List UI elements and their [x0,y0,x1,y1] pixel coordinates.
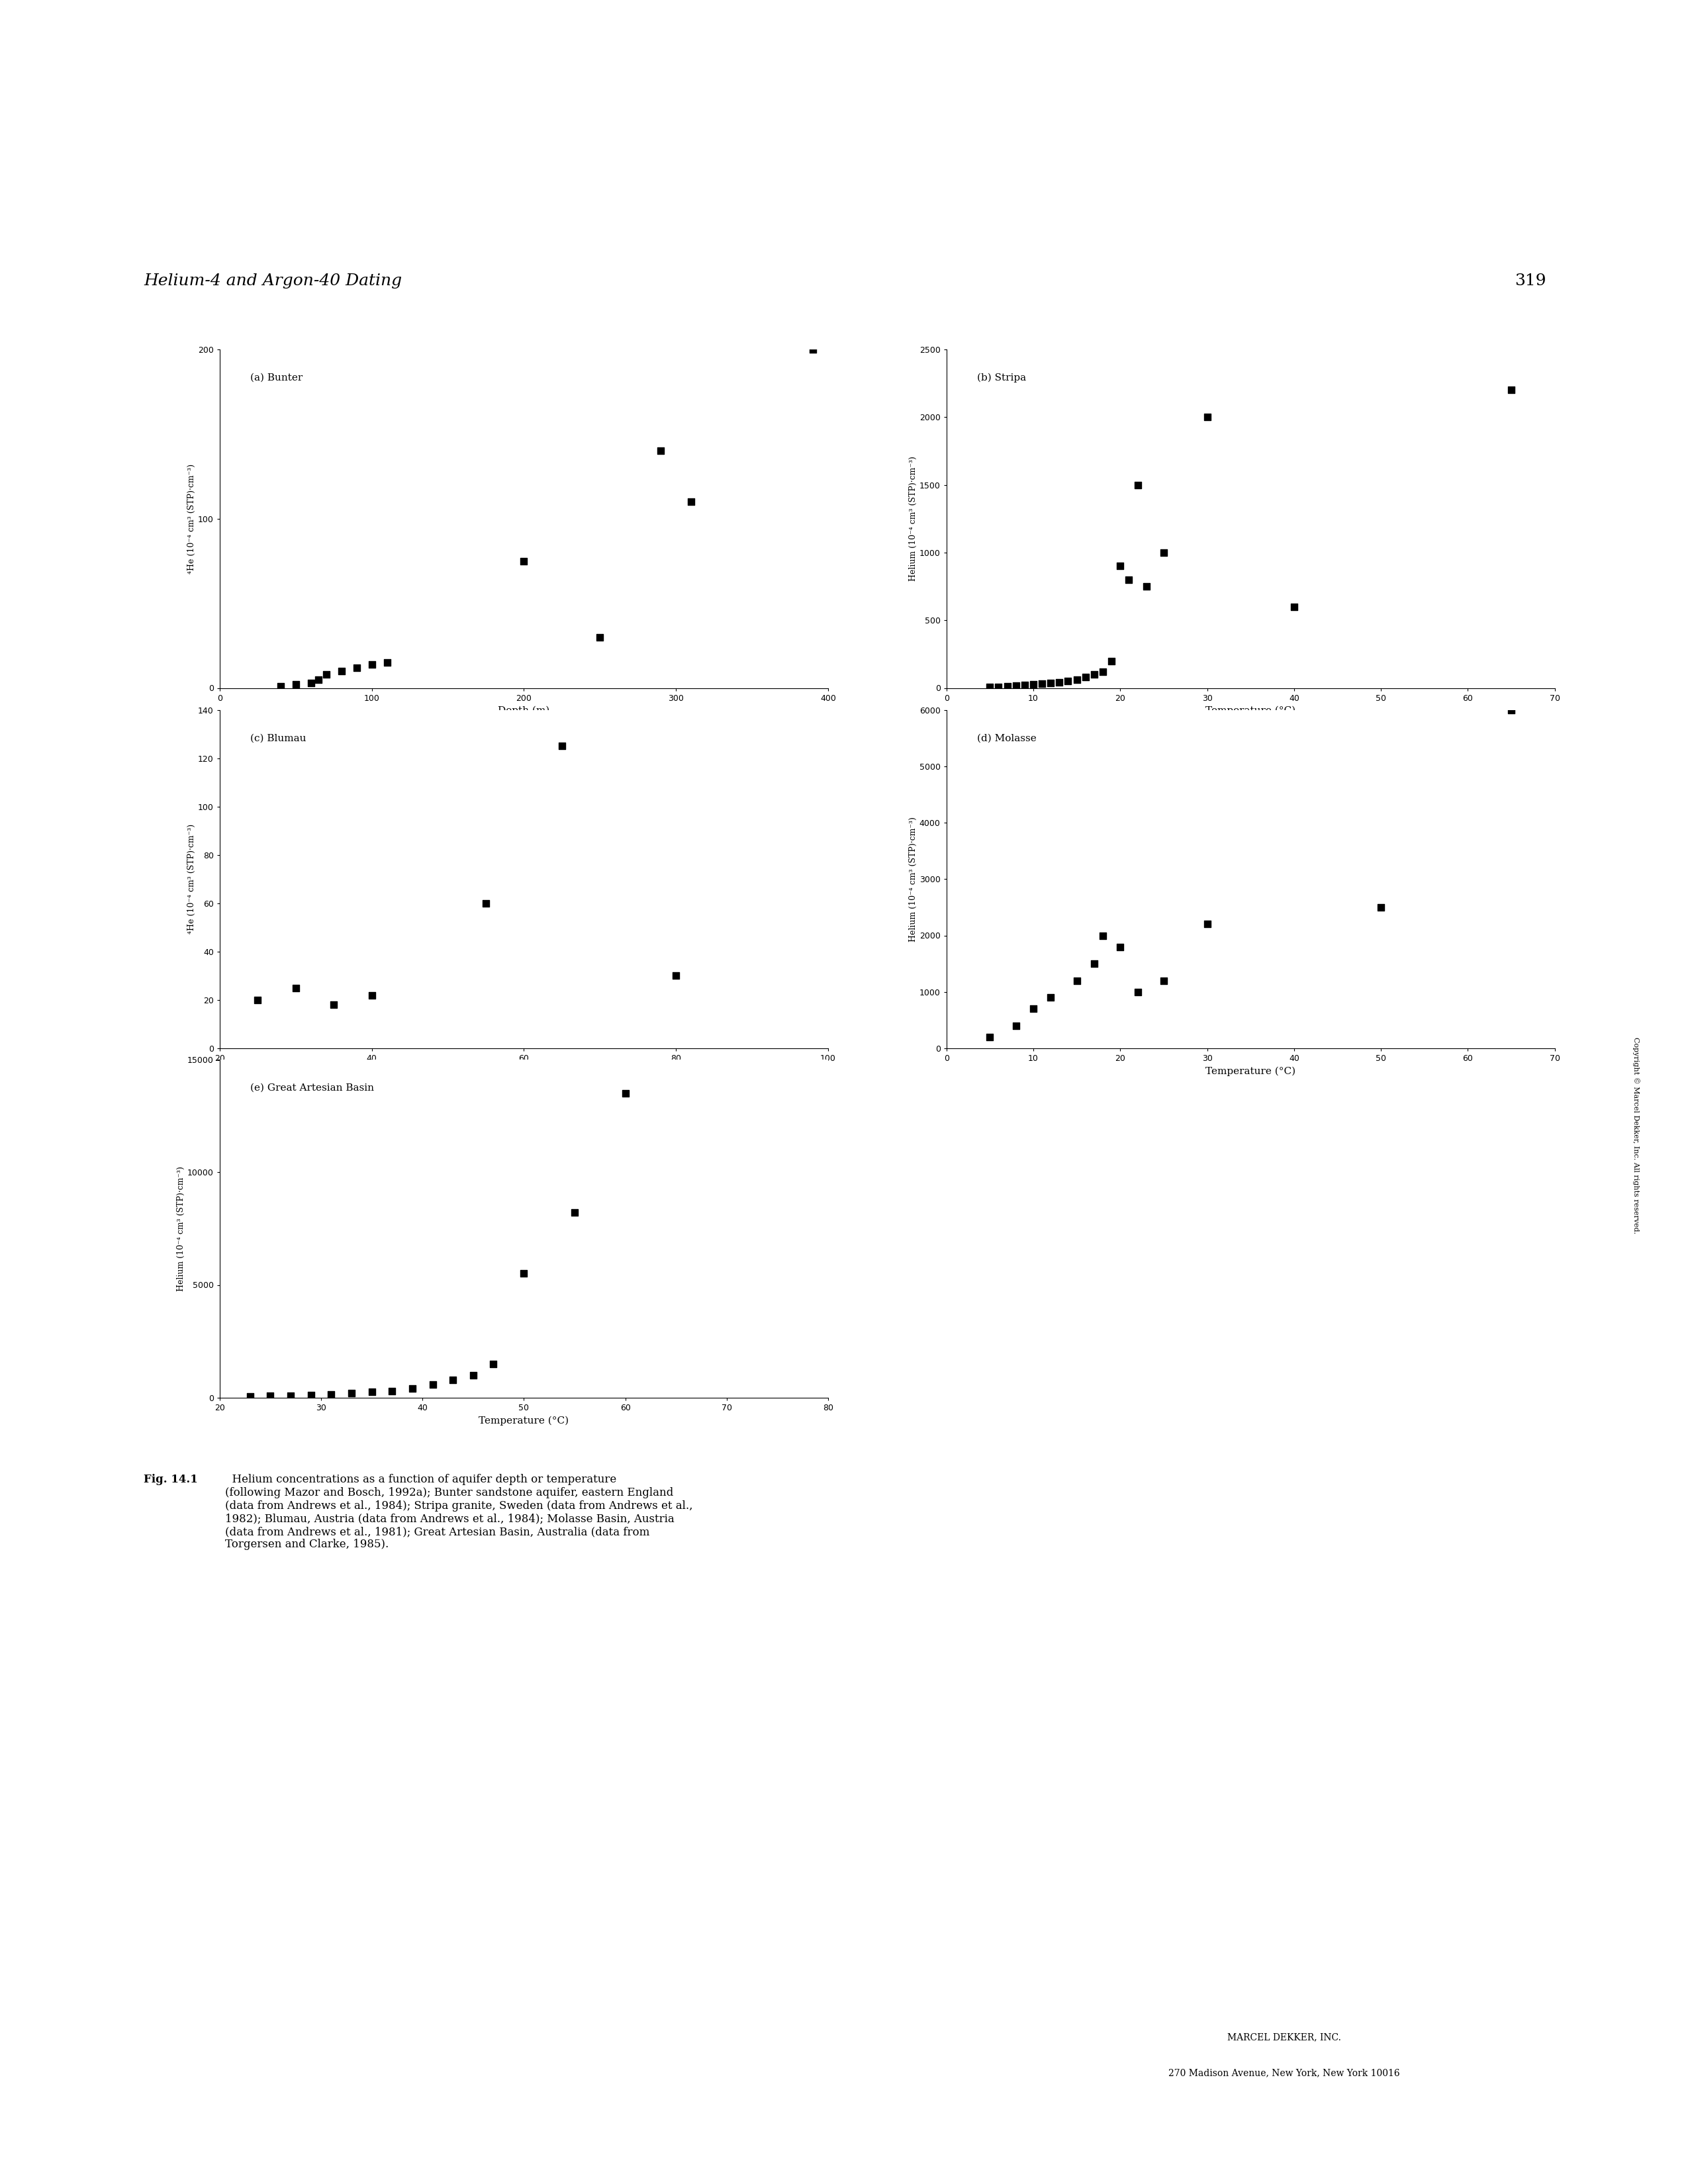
Point [1281,590,1308,625]
Point [985,670,1012,705]
Point [257,1378,284,1413]
Point [1107,548,1134,583]
Point [379,1374,406,1409]
Point [1055,664,1082,699]
Point [1132,568,1159,603]
Point [586,620,613,655]
Point [282,970,309,1005]
Point [1497,373,1524,408]
Text: (c) Blumau: (c) Blumau [250,734,306,743]
Point [460,1358,487,1393]
Point [1071,660,1098,695]
Text: (e) Great Artesian Basin: (e) Great Artesian Basin [250,1083,373,1092]
Point [1367,889,1394,924]
Point [277,1378,304,1413]
Point [297,666,324,701]
Point [243,983,270,1018]
Text: Fig. 14.1: Fig. 14.1 [144,1474,198,1485]
Point [439,1363,466,1398]
Text: (d) Molasse: (d) Molasse [977,734,1036,743]
Point [318,1376,345,1411]
Text: 319: 319 [1514,273,1546,288]
Point [282,666,309,701]
Point [237,1378,264,1413]
Point [799,332,826,367]
Point [678,485,705,520]
Y-axis label: Helium (10⁻⁴ cm³ (STP)·cm⁻³): Helium (10⁻⁴ cm³ (STP)·cm⁻³) [177,1166,186,1291]
X-axis label: Temperature (°C): Temperature (°C) [478,1415,570,1426]
Point [612,1077,639,1109]
Point [1193,400,1220,435]
Y-axis label: Helium (10⁻⁴ cm³ (STP)·cm⁻³): Helium (10⁻⁴ cm³ (STP)·cm⁻³) [909,456,918,581]
Point [358,978,385,1013]
Text: (b) Stripa: (b) Stripa [977,373,1026,382]
X-axis label: Depth (m): Depth (m) [499,705,549,716]
Point [358,1374,385,1409]
Point [338,1376,365,1411]
Point [373,644,401,679]
Point [313,657,340,692]
Point [1019,992,1046,1026]
Point [419,1367,446,1402]
Text: (a) Bunter: (a) Bunter [250,373,303,382]
Text: Helium-4 and Argon-40 Dating: Helium-4 and Argon-40 Dating [144,273,402,288]
Point [1029,666,1056,701]
Point [1002,1009,1029,1044]
Point [473,887,500,922]
Point [297,1378,324,1413]
Point [358,646,385,681]
Point [1080,657,1107,692]
Point [1497,692,1524,727]
Point [321,987,348,1022]
Point [399,1372,426,1406]
Point [977,1020,1004,1055]
Y-axis label: Helium (10⁻⁴ cm³ (STP)·cm⁻³): Helium (10⁻⁴ cm³ (STP)·cm⁻³) [909,817,918,941]
Point [510,1256,537,1291]
X-axis label: Temperature (°C): Temperature (°C) [1205,705,1296,716]
X-axis label: Temperature (°C): Temperature (°C) [1205,1066,1296,1077]
Point [1019,666,1046,701]
Point [304,662,331,697]
Point [647,432,674,467]
Point [480,1345,507,1382]
Point [549,729,576,764]
Text: Copyright © Marcel Dekker, Inc. All rights reserved.: Copyright © Marcel Dekker, Inc. All righ… [1633,1037,1639,1234]
Point [267,668,294,703]
Point [1098,644,1126,679]
Point [343,651,370,686]
Y-axis label: ⁴He (10⁻⁴ cm³ (STP)·cm⁻³): ⁴He (10⁻⁴ cm³ (STP)·cm⁻³) [188,463,196,574]
Y-axis label: ⁴He (10⁻⁴ cm³ (STP)·cm⁻³): ⁴He (10⁻⁴ cm³ (STP)·cm⁻³) [188,823,196,935]
Point [1090,917,1117,952]
Point [1080,946,1107,981]
Point [1124,974,1151,1009]
Point [1002,668,1029,703]
Point [1063,662,1090,697]
Point [328,653,355,688]
Text: MARCEL DEKKER, INC.: MARCEL DEKKER, INC. [1227,2033,1342,2042]
Point [977,670,1004,705]
Point [1063,963,1090,998]
Point [1115,561,1142,596]
Point [662,959,690,994]
Point [1193,906,1220,941]
Point [1038,666,1065,701]
Point [1090,655,1117,690]
Point [561,1195,588,1230]
Point [1107,930,1134,965]
Point [1046,666,1073,701]
Point [1151,535,1178,570]
X-axis label: Depth (m): Depth (m) [499,1066,549,1077]
Text: 270 Madison Avenue, New York, New York 10016: 270 Madison Avenue, New York, New York 1… [1169,2068,1399,2077]
Point [1038,981,1065,1016]
Point [510,544,537,579]
Point [1124,467,1151,502]
Point [994,668,1021,703]
Text: Helium concentrations as a function of aquifer depth or temperature
(following M: Helium concentrations as a function of a… [225,1474,693,1551]
Point [1011,668,1038,703]
Point [1151,963,1178,998]
